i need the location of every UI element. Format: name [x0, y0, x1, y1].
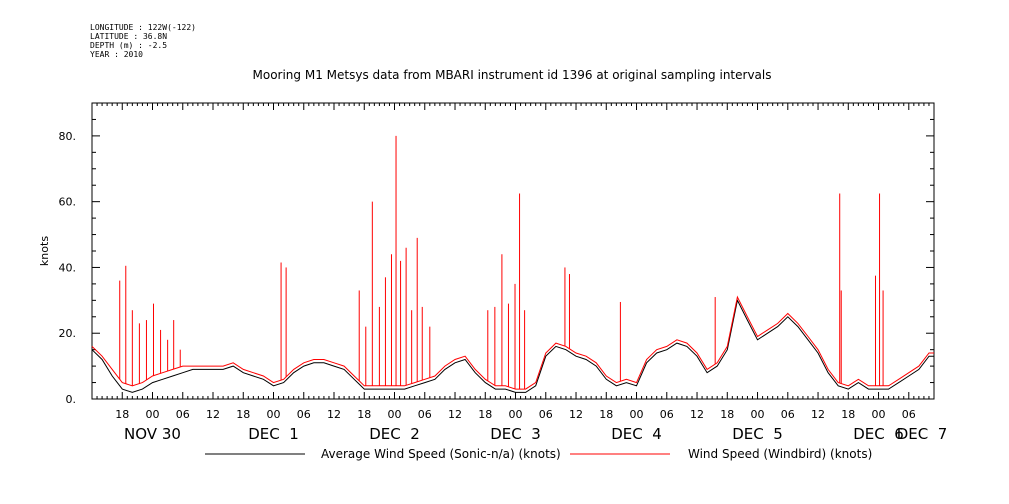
x-hour-label: 12	[448, 408, 462, 421]
x-hour-label: 12	[569, 408, 583, 421]
x-hour-label: 00	[267, 408, 281, 421]
x-hour-label: 06	[418, 408, 432, 421]
year-label: YEAR : 2010	[90, 50, 143, 59]
series-layer	[91, 135, 934, 393]
x-hour-label: 12	[327, 408, 341, 421]
x-hour-label: 00	[146, 408, 160, 421]
longitude-label: LONGITUDE : 122W(-122)	[90, 23, 196, 32]
legend-label-windbird: Wind Speed (Windbird) (knots)	[688, 447, 872, 461]
legend: Average Wind Speed (Sonic-n/a) (knots) W…	[205, 447, 872, 461]
x-hour-label: 06	[539, 408, 553, 421]
x-hour-label: 18	[478, 408, 492, 421]
x-hour-label: 00	[872, 408, 886, 421]
chart-title: Mooring M1 Metsys data from MBARI instru…	[253, 68, 772, 82]
x-day-label: DEC 5	[732, 425, 783, 443]
x-hour-label: 18	[841, 408, 855, 421]
series-average-wind-speed	[91, 298, 934, 393]
y-tick-label: 0.	[66, 393, 77, 406]
x-hour-label: 18	[115, 408, 129, 421]
x-hour-label: 18	[599, 408, 613, 421]
y-axis: 0. 20. 40. 60. 80.	[59, 102, 934, 406]
x-hour-label: 12	[811, 408, 825, 421]
x-hour-label: 18	[720, 408, 734, 421]
plot-frame	[91, 102, 935, 400]
depth-label: DEPTH (m) : -2.5	[90, 41, 167, 50]
y-tick-label: 20.	[59, 327, 77, 340]
x-hour-label: 00	[509, 408, 523, 421]
x-hour-label: 06	[176, 408, 190, 421]
x-hour-label: 12	[206, 408, 220, 421]
x-hour-label: 00	[388, 408, 402, 421]
x-day-label: DEC 6	[853, 425, 904, 443]
x-axis: 18 00 06 12 18 00 06 12 18 00 06 12 18 00 06 12 18 00 06 12…	[91, 103, 948, 443]
x-hour-label: 06	[660, 408, 674, 421]
x-hour-label: 06	[902, 408, 916, 421]
x-day-label: DEC 1	[248, 425, 299, 443]
x-day-label: NOV 30	[124, 425, 181, 443]
x-hour-label: 00	[630, 408, 644, 421]
x-hour-label: 06	[781, 408, 795, 421]
x-hour-label: 00	[751, 408, 765, 421]
series-windbird-wind-speed	[91, 295, 934, 390]
x-day-label: DEC 7	[897, 425, 948, 443]
y-tick-label: 80.	[59, 130, 77, 143]
y-tick-label: 60.	[59, 196, 77, 209]
y-tick-label: 40.	[59, 261, 77, 274]
legend-label-average: Average Wind Speed (Sonic-n/a) (knots)	[321, 447, 561, 461]
x-hour-label: 12	[690, 408, 704, 421]
x-hour-label: 06	[297, 408, 311, 421]
x-day-label: DEC 2	[369, 425, 420, 443]
y-axis-title: knots	[38, 236, 51, 266]
x-hour-label: 18	[357, 408, 371, 421]
x-day-label: DEC 4	[611, 425, 662, 443]
latitude-label: LATITUDE : 36.8N	[90, 32, 167, 41]
x-hour-label: 18	[236, 408, 250, 421]
x-day-label: DEC 3	[490, 425, 541, 443]
